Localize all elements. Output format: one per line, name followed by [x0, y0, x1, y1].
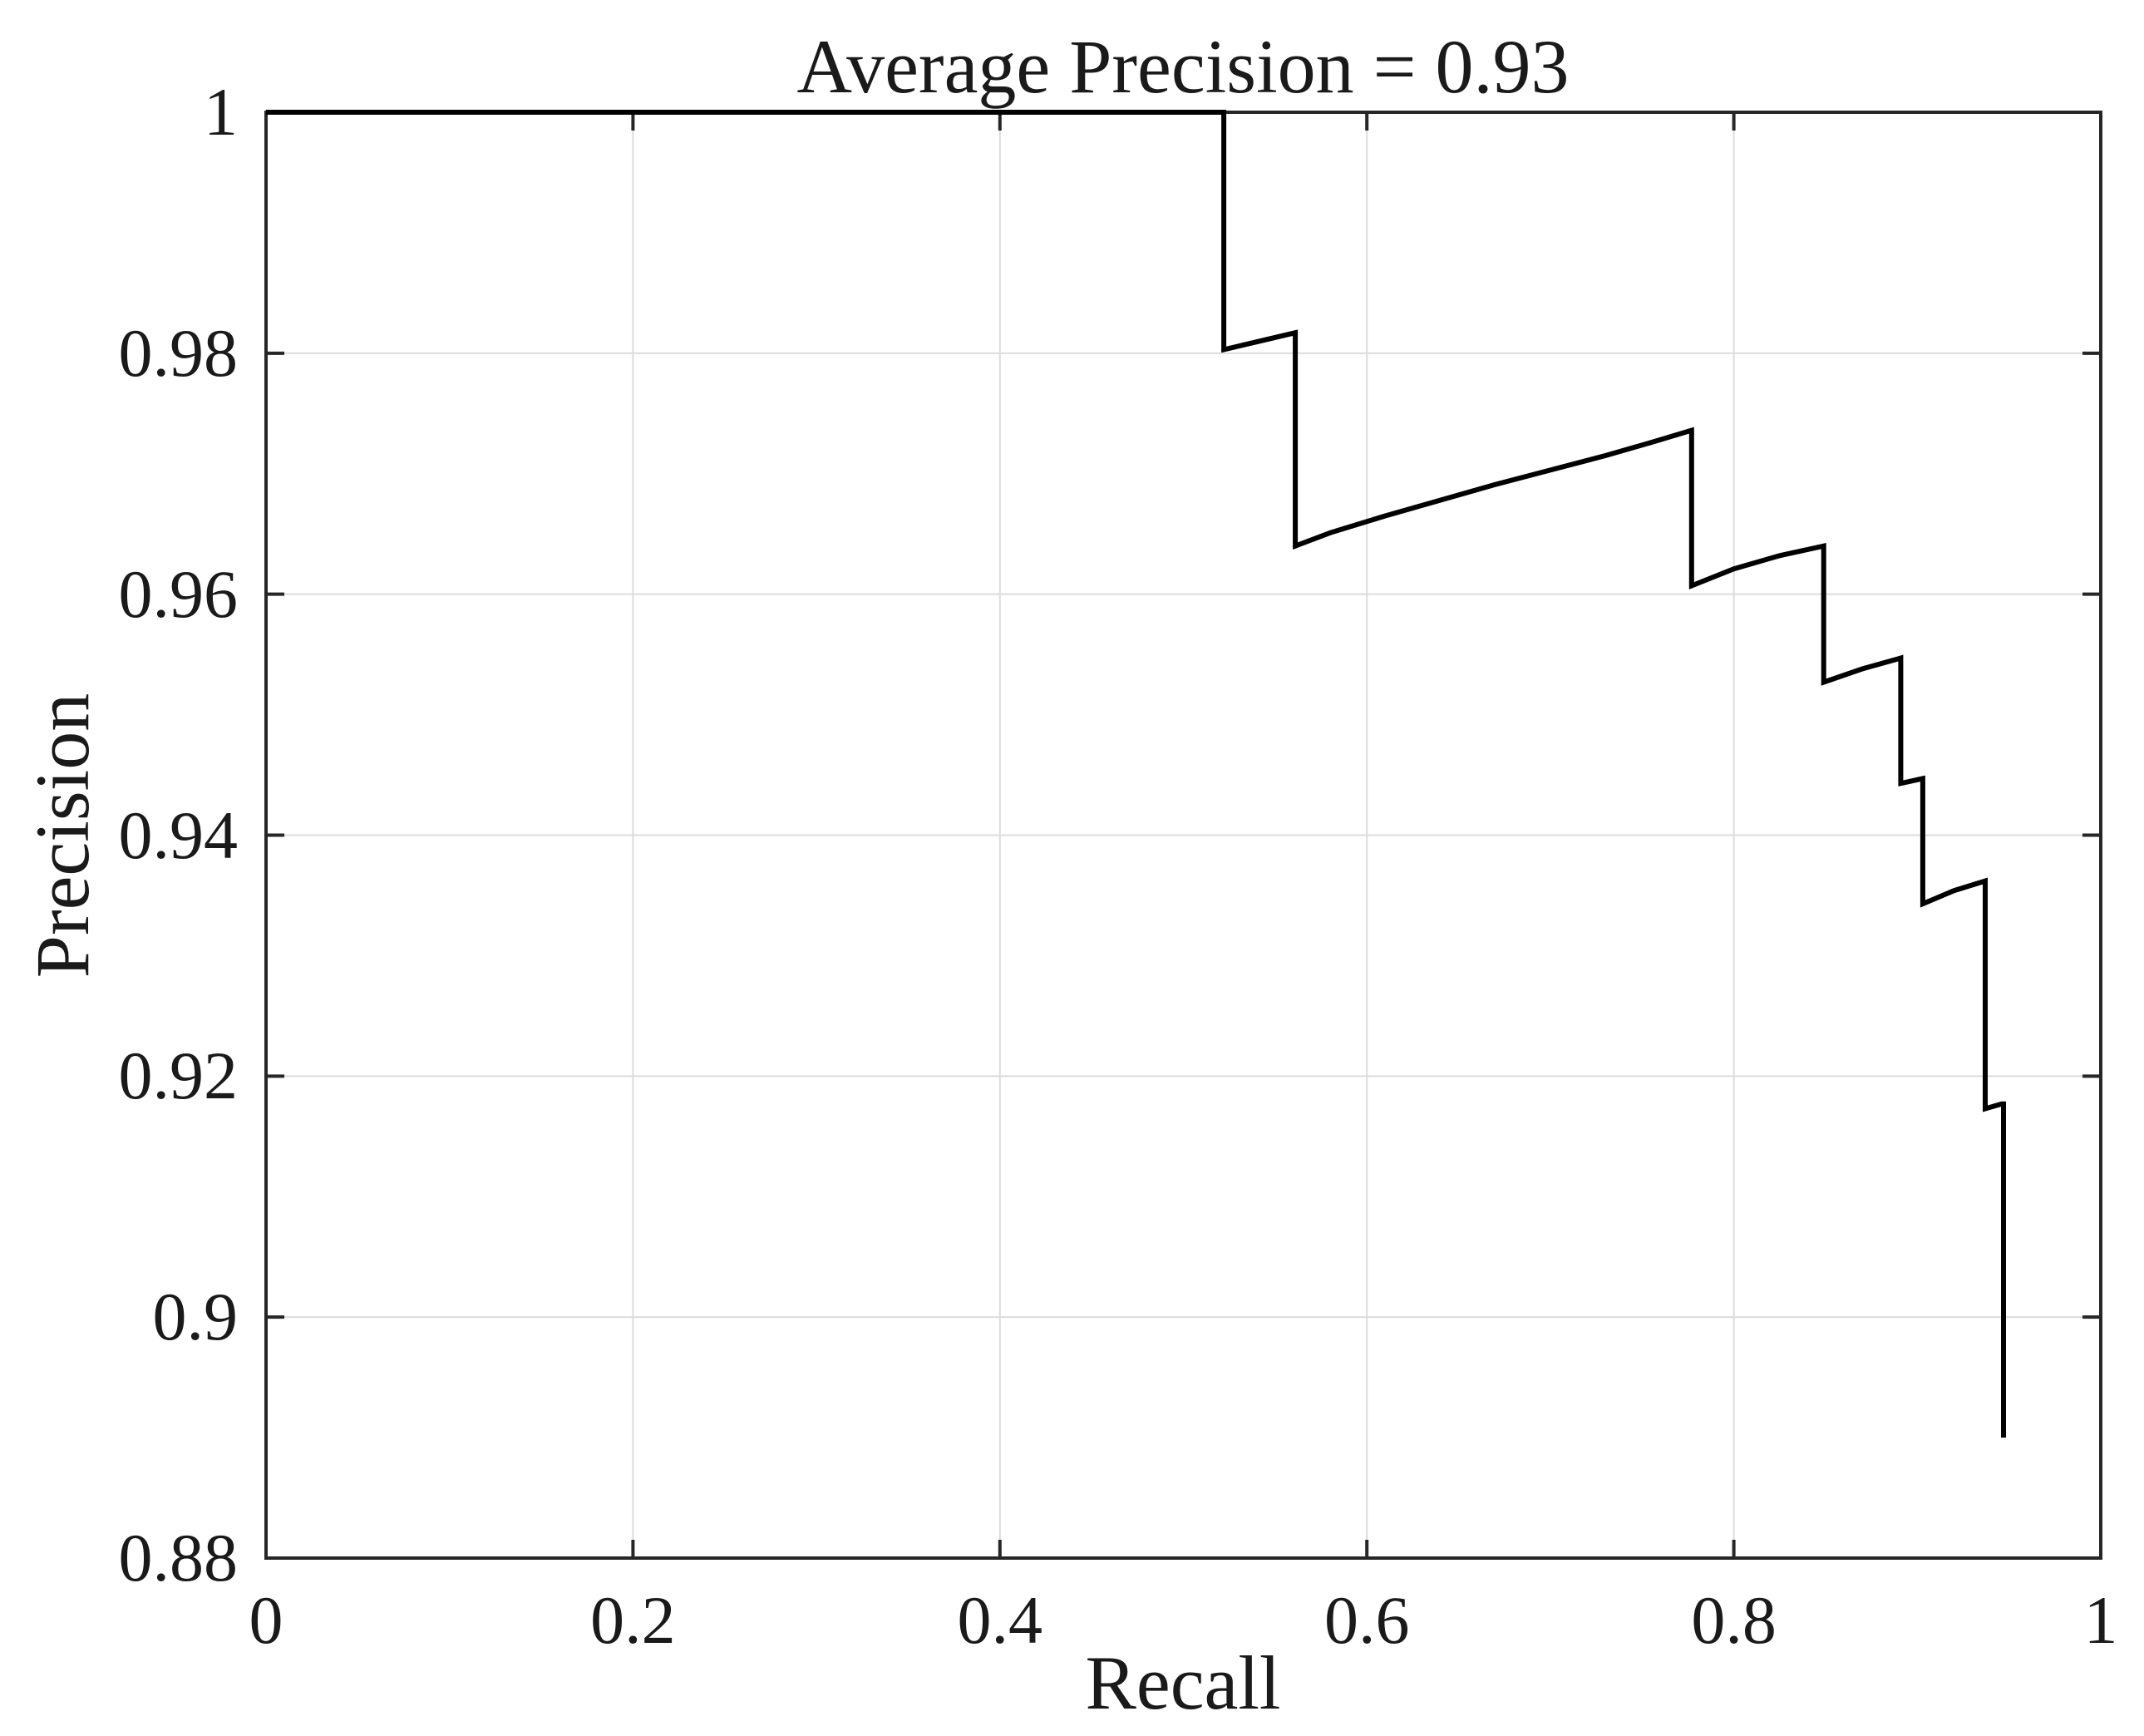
x-tick-label: 0.4	[957, 1582, 1043, 1658]
x-tick-label: 0.2	[590, 1582, 676, 1658]
pr-curve	[266, 110, 2006, 1438]
x-tick-label: 1	[2083, 1582, 2118, 1658]
x-tick-label: 0.6	[1323, 1582, 1410, 1658]
y-tick-label: 0.96	[118, 555, 239, 632]
y-tick-label: 1	[204, 74, 238, 150]
x-axis-label: Recall	[1085, 1640, 1281, 1725]
x-tick-label: 0	[249, 1582, 283, 1658]
y-tick-label: 0.94	[118, 796, 239, 873]
y-tick-label: 0.92	[118, 1038, 239, 1114]
y-tick-label: 0.88	[118, 1520, 239, 1595]
x-tick-label: 0.8	[1691, 1582, 1777, 1658]
y-tick-label: 0.98	[118, 314, 239, 391]
chart-title: Average Precision = 0.93	[796, 24, 1570, 109]
y-tick-label: 0.9	[152, 1279, 239, 1355]
